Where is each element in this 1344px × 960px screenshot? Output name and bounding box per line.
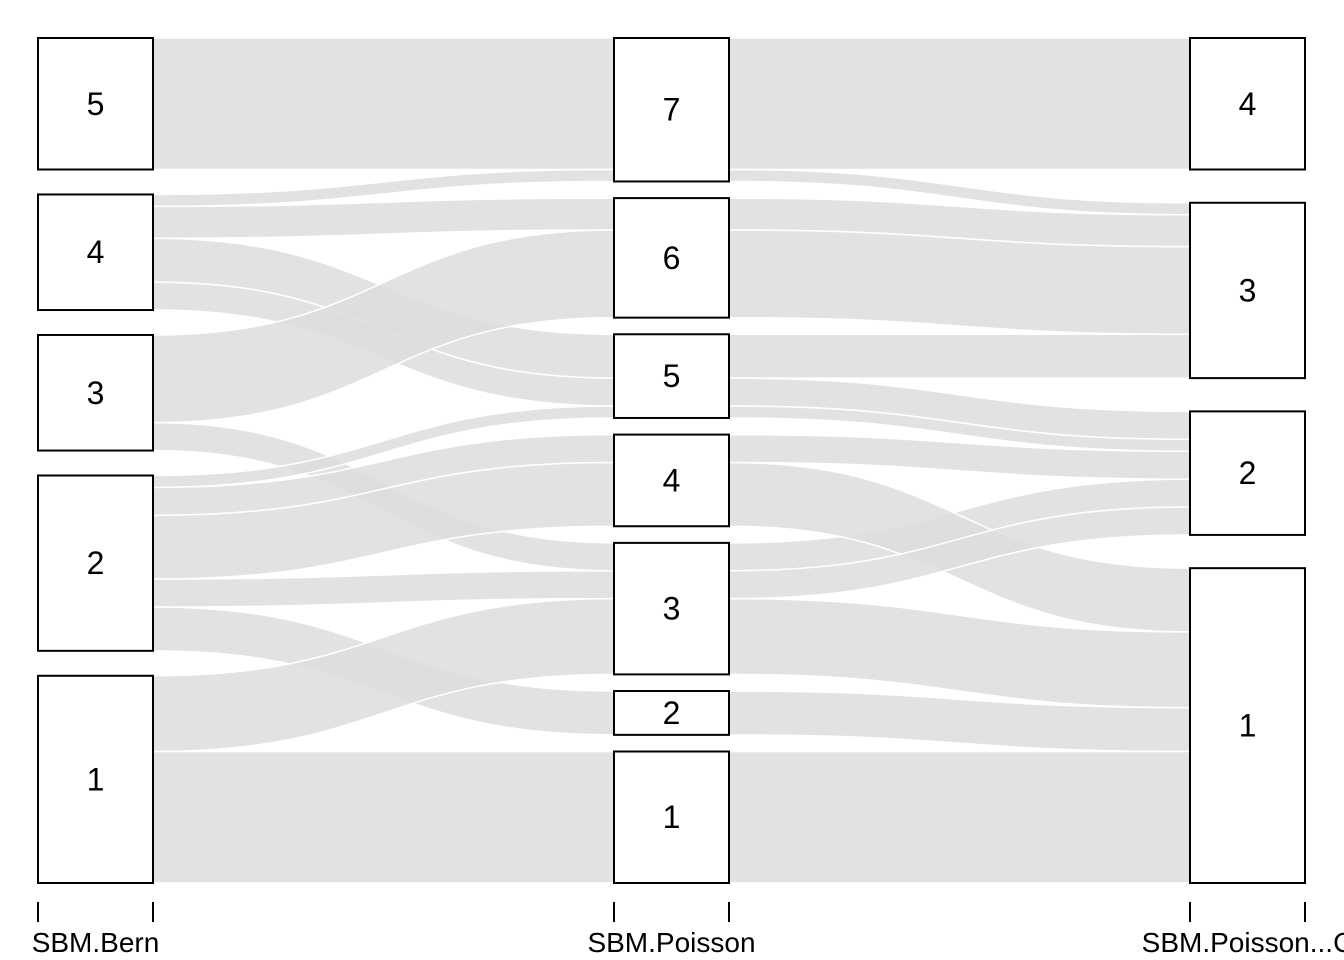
- cluster-label: 2: [663, 695, 681, 731]
- cluster-box: [37, 333, 154, 452]
- flow-band: [728, 750, 1191, 884]
- cluster-label: 1: [87, 761, 105, 797]
- cluster-label: 6: [663, 240, 681, 276]
- cluster-label: 5: [87, 86, 105, 122]
- cluster-box: [613, 333, 730, 419]
- cluster-label: 4: [1239, 86, 1257, 122]
- axis-label: SBM.Poisson: [587, 927, 755, 958]
- x-axis: SBM.Bern SBM.Poisson SBM.Poisson...C: [32, 902, 1344, 958]
- cluster-box: [1189, 37, 1306, 171]
- flow-band: [152, 750, 615, 884]
- cluster-box: [613, 541, 730, 676]
- cluster-box: [37, 474, 154, 652]
- cluster-label: 2: [1239, 455, 1257, 491]
- axis-label: SBM.Poisson...C: [1142, 927, 1344, 958]
- cluster-box: [613, 433, 730, 528]
- cluster-label: 3: [87, 375, 105, 411]
- cluster-label: 4: [663, 462, 681, 498]
- nodes-layer: 5 4 3 2 1 7 6 5 4 3 2 1 4 3 2 1: [37, 37, 1306, 885]
- axis-label: SBM.Bern: [32, 927, 160, 958]
- cluster-box: [37, 37, 154, 171]
- cluster-box: [1189, 410, 1306, 536]
- flow-band: [728, 37, 1191, 171]
- cluster-box: [37, 193, 154, 312]
- cluster-box: [613, 37, 730, 183]
- cluster-box: [1189, 567, 1306, 884]
- cluster-box: [1189, 201, 1306, 380]
- cluster-label: 1: [663, 799, 681, 835]
- cluster-label: 3: [663, 591, 681, 627]
- flow-band: [728, 229, 1191, 336]
- cluster-label: 4: [87, 234, 105, 270]
- flow-band: [728, 333, 1191, 379]
- flows-layer: [152, 37, 1191, 884]
- cluster-box: [613, 197, 730, 319]
- cluster-label: 7: [663, 92, 681, 128]
- cluster-label: 5: [663, 358, 681, 394]
- flow-band: [152, 37, 615, 171]
- cluster-box: [37, 674, 154, 885]
- cluster-label: 1: [1239, 708, 1257, 744]
- cluster-label: 2: [87, 545, 105, 581]
- cluster-box: [613, 690, 730, 736]
- cluster-box: [613, 750, 730, 884]
- cluster-label: 3: [1239, 272, 1257, 308]
